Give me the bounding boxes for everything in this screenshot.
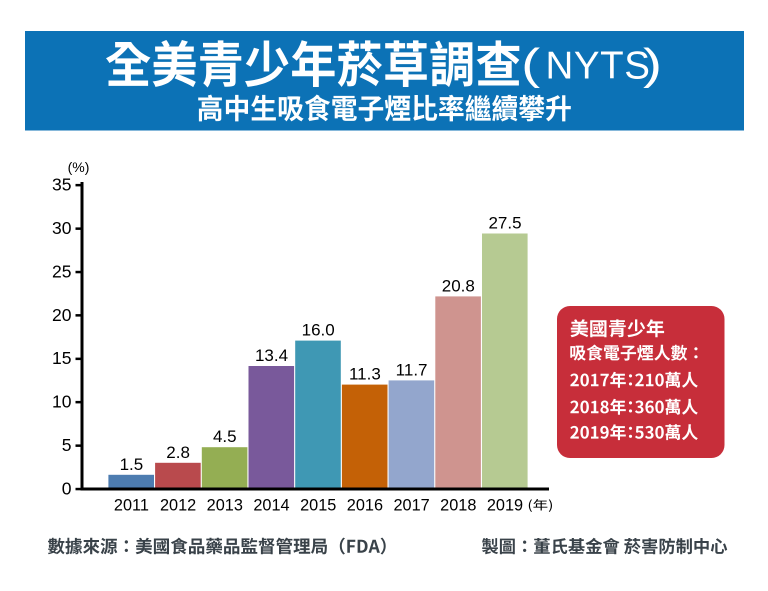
svg-text:15: 15 bbox=[52, 348, 71, 368]
svg-text:20.8: 20.8 bbox=[442, 276, 475, 295]
svg-text:4.5: 4.5 bbox=[213, 427, 237, 446]
svg-text:2018: 2018 bbox=[440, 496, 476, 514]
svg-text:13.4: 13.4 bbox=[255, 346, 288, 365]
svg-text:2014: 2014 bbox=[253, 496, 289, 514]
svg-text:2017: 2017 bbox=[393, 496, 429, 514]
svg-text:1.5: 1.5 bbox=[120, 455, 144, 474]
svg-text:11.3: 11.3 bbox=[349, 365, 381, 384]
svg-text:2016: 2016 bbox=[347, 496, 383, 514]
svg-text:(%): (%) bbox=[68, 159, 90, 175]
svg-text:5: 5 bbox=[62, 435, 72, 455]
svg-text:0: 0 bbox=[62, 478, 72, 498]
svg-text:2013: 2013 bbox=[207, 496, 243, 514]
svg-text:NYTS: NYTS bbox=[546, 45, 651, 88]
svg-text:27.5: 27.5 bbox=[488, 214, 521, 233]
svg-text:30: 30 bbox=[52, 218, 72, 238]
svg-text:2015: 2015 bbox=[300, 496, 336, 514]
svg-text:2019: 2019 bbox=[487, 496, 523, 514]
svg-text:2011: 2011 bbox=[114, 496, 149, 514]
svg-text:11.7: 11.7 bbox=[396, 360, 428, 379]
svg-text:25: 25 bbox=[52, 261, 71, 281]
svg-text:(: ( bbox=[521, 39, 540, 88]
svg-text:16.0: 16.0 bbox=[302, 321, 335, 340]
svg-text:): ) bbox=[643, 39, 662, 88]
svg-text:20: 20 bbox=[52, 305, 72, 325]
svg-text:10: 10 bbox=[52, 392, 72, 412]
svg-text:35: 35 bbox=[52, 175, 71, 195]
svg-text:2.8: 2.8 bbox=[166, 443, 190, 462]
svg-text:2012: 2012 bbox=[160, 496, 196, 514]
